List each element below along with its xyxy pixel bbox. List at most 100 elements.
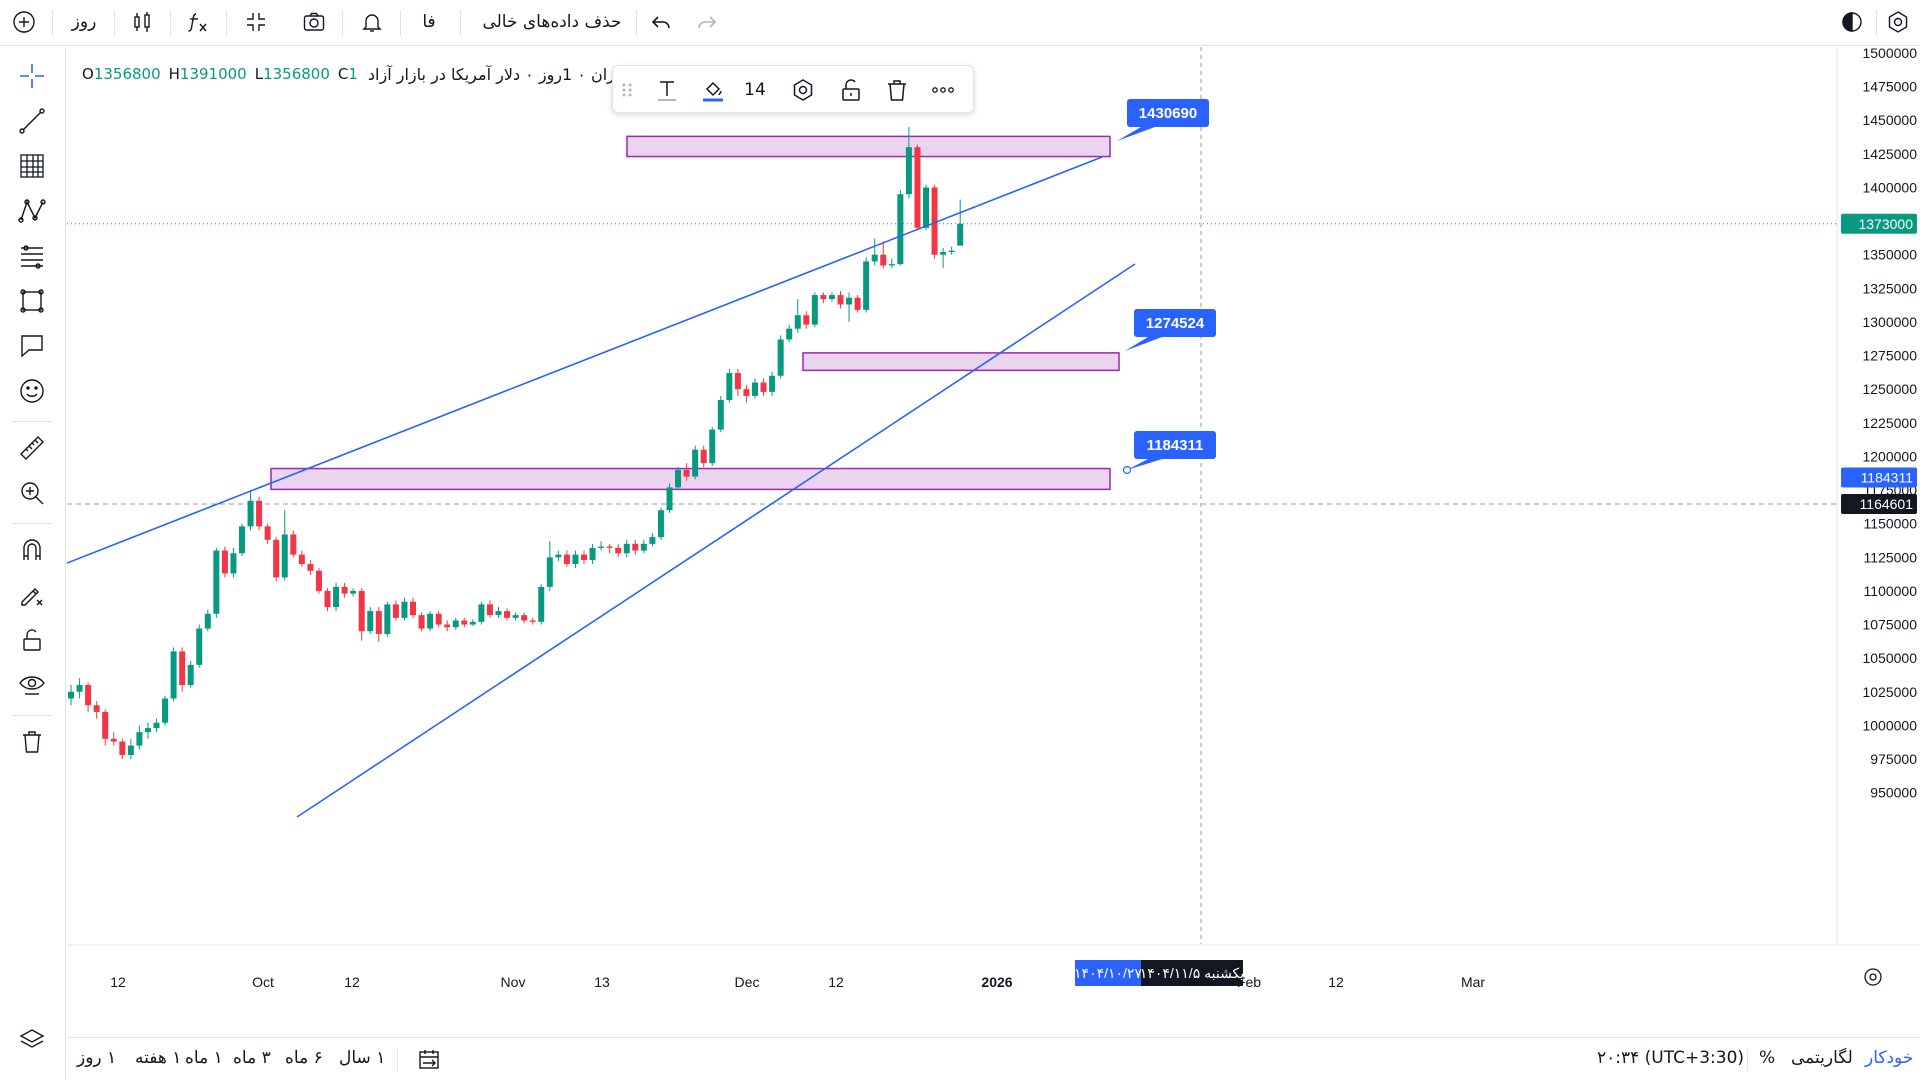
- candle-body[interactable]: [358, 590, 365, 632]
- candle-body[interactable]: [589, 547, 596, 560]
- auto-toggle[interactable]: خودکار: [1865, 1048, 1914, 1068]
- candle-body[interactable]: [401, 601, 408, 618]
- magnet-icon[interactable]: [15, 533, 49, 567]
- trend-line-lower[interactable]: [296, 263, 1136, 818]
- candle-body[interactable]: [256, 500, 263, 527]
- callout-box[interactable]: [1134, 431, 1216, 459]
- candle-body[interactable]: [504, 611, 511, 618]
- undo-icon[interactable]: [646, 6, 676, 38]
- candle-body[interactable]: [273, 539, 280, 578]
- candle-body[interactable]: [418, 615, 425, 629]
- candle-body[interactable]: [247, 500, 254, 527]
- candle-body[interactable]: [632, 543, 639, 551]
- candle-body[interactable]: [871, 254, 878, 262]
- candle-body[interactable]: [572, 554, 579, 565]
- indicators-icon[interactable]: [182, 6, 214, 38]
- candle-body[interactable]: [213, 550, 220, 614]
- camera-icon[interactable]: [298, 6, 330, 38]
- candle-body[interactable]: [914, 147, 921, 228]
- candle-body[interactable]: [863, 261, 870, 310]
- candle-body[interactable]: [657, 510, 664, 538]
- settings-icon[interactable]: [787, 74, 819, 106]
- font-size-button[interactable]: 14: [744, 80, 766, 100]
- candle-body[interactable]: [298, 554, 305, 565]
- log-toggle[interactable]: لگاریتمی: [1791, 1048, 1853, 1068]
- symbol-legend[interactable]: ایران ۰ 1روز ۰ دلار آمریکا در بازار آزاد…: [82, 62, 625, 86]
- candle-body[interactable]: [598, 546, 605, 548]
- candle-body[interactable]: [683, 469, 690, 477]
- candle-body[interactable]: [264, 526, 271, 540]
- percent-toggle[interactable]: %: [1759, 1048, 1776, 1068]
- candle-body[interactable]: [68, 691, 74, 699]
- candle-body[interactable]: [93, 705, 100, 712]
- candle-body[interactable]: [350, 590, 357, 594]
- fullscreen-icon[interactable]: [240, 6, 272, 38]
- candle-body[interactable]: [555, 554, 562, 558]
- fill-color-icon[interactable]: [697, 74, 729, 106]
- candle-body[interactable]: [110, 738, 117, 742]
- lock-icon[interactable]: [15, 623, 49, 657]
- candle-body[interactable]: [221, 550, 228, 574]
- bell-icon[interactable]: [356, 6, 388, 38]
- trend-line-upper[interactable]: [67, 156, 1103, 567]
- unlock-icon[interactable]: [835, 74, 867, 106]
- draw-mode-icon[interactable]: [15, 578, 49, 612]
- candle-body[interactable]: [700, 449, 707, 464]
- candle-body[interactable]: [367, 611, 374, 632]
- candle-body[interactable]: [640, 543, 647, 551]
- drag-handle-icon[interactable]: [621, 74, 633, 106]
- callout-box[interactable]: [1127, 99, 1209, 127]
- eye-icon[interactable]: [15, 668, 49, 702]
- candle-body[interactable]: [606, 546, 613, 548]
- crosshair-icon[interactable]: [15, 59, 49, 93]
- candle-body[interactable]: [529, 620, 536, 622]
- range-1y[interactable]: ۱ سال: [339, 1048, 386, 1068]
- axis-settings-icon[interactable]: [1864, 968, 1882, 986]
- redo-icon[interactable]: [692, 6, 722, 38]
- range-6m[interactable]: ۶ ماه: [285, 1048, 323, 1068]
- candle-body[interactable]: [170, 651, 177, 699]
- candle-body[interactable]: [179, 651, 186, 686]
- candle-body[interactable]: [204, 613, 211, 629]
- shape-rectangle-icon[interactable]: [15, 284, 49, 318]
- candle-body[interactable]: [119, 741, 126, 755]
- settings-icon[interactable]: [1882, 6, 1914, 38]
- price-chart[interactable]: 1430690 1274524 1184311 1500000 1475000 1450…: [67, 47, 1920, 1037]
- candle-body[interactable]: [375, 611, 382, 634]
- candle-body[interactable]: [897, 194, 904, 265]
- candle-body[interactable]: [384, 604, 391, 634]
- candle-body[interactable]: [307, 564, 314, 571]
- add-symbol-icon[interactable]: [8, 6, 40, 38]
- candle-body[interactable]: [794, 315, 801, 329]
- fib-grid-icon[interactable]: [15, 149, 49, 183]
- candle-body[interactable]: [888, 264, 895, 266]
- candle-body[interactable]: [692, 449, 699, 477]
- range-1d[interactable]: ۱ روز: [77, 1048, 117, 1068]
- candle-body[interactable]: [538, 586, 545, 622]
- candle-body[interactable]: [957, 223, 964, 246]
- candle-body[interactable]: [803, 315, 810, 325]
- time-axis[interactable]: [67, 944, 1837, 1037]
- candle-body[interactable]: [905, 147, 912, 195]
- candle-body[interactable]: [726, 373, 733, 400]
- candle-body[interactable]: [546, 557, 553, 587]
- ruler-icon[interactable]: [15, 431, 49, 465]
- callout-box[interactable]: [1134, 309, 1216, 337]
- symbol-title[interactable]: ایران ۰ 1روز ۰ دلار آمریکا در بازار آزاد: [367, 64, 625, 84]
- candle-body[interactable]: [144, 728, 151, 733]
- candle-body[interactable]: [649, 537, 656, 544]
- candle-body[interactable]: [333, 586, 340, 608]
- pattern-icon[interactable]: [15, 194, 49, 228]
- candle-body[interactable]: [392, 604, 399, 618]
- candle-body[interactable]: [940, 252, 947, 255]
- zone-rect-2[interactable]: [802, 352, 1120, 372]
- candle-body[interactable]: [786, 328, 793, 340]
- candle-body[interactable]: [931, 187, 938, 255]
- candle-body[interactable]: [666, 487, 673, 511]
- candle-body[interactable]: [281, 534, 288, 578]
- candle-body[interactable]: [512, 615, 519, 618]
- candle-body[interactable]: [581, 554, 587, 560]
- interval-button[interactable]: روز: [71, 12, 97, 32]
- emoji-icon[interactable]: [15, 374, 49, 408]
- candle-body[interactable]: [948, 250, 955, 253]
